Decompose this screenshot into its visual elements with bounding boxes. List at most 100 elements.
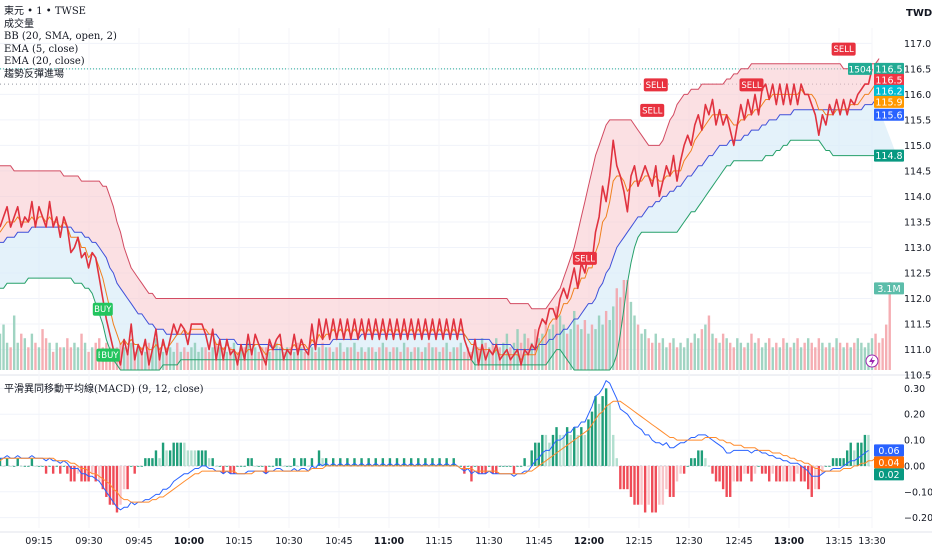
volume-bar xyxy=(73,342,76,370)
macd-histogram-bar xyxy=(675,465,679,482)
volume-bar xyxy=(303,351,307,370)
volume-bar xyxy=(250,351,253,370)
macd-histogram-bar xyxy=(271,465,275,467)
volume-bar xyxy=(647,338,650,370)
macd-histogram-bar xyxy=(275,458,278,466)
macd-y-tick-label: −0.10 xyxy=(904,487,932,498)
volume-bar xyxy=(129,342,133,370)
macd-histogram-bar xyxy=(516,465,519,467)
macd-histogram-bar xyxy=(236,465,239,467)
volume-bar xyxy=(743,347,746,370)
volume-bar xyxy=(190,347,193,370)
volume-bar xyxy=(665,347,668,370)
macd-histogram-bar xyxy=(661,465,665,505)
price-label-bg xyxy=(874,108,904,121)
volume-bar xyxy=(154,338,158,370)
legend-ema20[interactable]: EMA (20, close) xyxy=(4,56,85,67)
macd-histogram-bar xyxy=(509,465,512,467)
macd-histogram-bar xyxy=(573,427,576,466)
price-label-bg xyxy=(874,95,904,108)
sell-signal[interactable]: SELL xyxy=(739,78,764,92)
volume-bar xyxy=(23,338,27,370)
macd-histogram-bar xyxy=(66,465,69,474)
macd-histogram-bar xyxy=(526,465,530,467)
volume-bar xyxy=(207,351,211,370)
buy-signal[interactable]: BUY xyxy=(92,302,113,316)
macd-histogram-bar xyxy=(853,450,856,466)
volume-bar xyxy=(573,310,576,370)
macd-histogram-bar xyxy=(218,465,221,467)
macd-histogram-bar xyxy=(44,465,48,474)
volume-bar xyxy=(541,333,544,370)
macd-histogram-bar xyxy=(144,458,147,466)
macd-histogram-bar xyxy=(296,465,299,467)
volume-bar xyxy=(133,351,136,370)
volume-bar xyxy=(388,351,392,370)
macd-histogram-bar xyxy=(682,465,686,474)
legend-volume[interactable]: 成交量 xyxy=(4,18,34,30)
macd-histogram-bar xyxy=(647,465,650,505)
volume-bar xyxy=(753,342,757,370)
macd-histogram-bar xyxy=(445,458,448,466)
macd-histogram-bar xyxy=(112,465,115,505)
y-tick-label: 112.5 xyxy=(904,269,931,280)
volume-bar xyxy=(821,342,824,370)
buy-signal[interactable]: BUY xyxy=(99,348,120,362)
macd-histogram-bar xyxy=(12,465,16,467)
macd-histogram-bar xyxy=(845,450,849,466)
sell-signal[interactable]: SELL xyxy=(572,251,597,265)
macd-histogram-bar xyxy=(534,442,537,466)
bb-lower-line xyxy=(0,139,897,371)
price-label-text: 114.8 xyxy=(875,151,902,162)
macd-histogram-bar xyxy=(23,465,27,467)
volume-bar xyxy=(480,338,484,370)
volume-bar xyxy=(264,347,268,370)
signal-line xyxy=(0,400,876,503)
macd-histogram-bar xyxy=(615,458,618,466)
volume-bar xyxy=(860,342,863,370)
volume-bar xyxy=(5,342,9,370)
macd-histogram-bar xyxy=(229,465,232,474)
macd-histogram-bar xyxy=(555,427,558,466)
macd-histogram-bar xyxy=(459,465,463,467)
signal-label: SELL xyxy=(642,106,663,116)
currency-label[interactable]: TWD xyxy=(906,8,932,19)
volume-bar xyxy=(80,333,83,370)
volume-bar xyxy=(76,347,80,370)
x-tick-label: 13:00 xyxy=(774,536,805,547)
macd-histogram-bar xyxy=(172,442,175,466)
volume-bar xyxy=(183,347,186,370)
price-axis-label: 116.2 xyxy=(874,84,904,97)
sell-signal[interactable]: SELL xyxy=(640,103,665,117)
volume-bar xyxy=(686,338,689,370)
macd-histogram-bar xyxy=(831,458,835,466)
macd-legend[interactable]: 平滑異同移動平均線(MACD) (9, 12, close) xyxy=(4,384,204,395)
macd-histogram-bar xyxy=(360,458,363,466)
sell-signal[interactable]: SELL xyxy=(831,42,856,56)
macd-histogram-bar xyxy=(619,465,622,490)
volume-bar xyxy=(137,347,140,370)
volume-bar xyxy=(466,347,470,370)
macd-histogram-bar xyxy=(626,465,629,490)
y-tick-label: 116.0 xyxy=(904,90,931,101)
macd-histogram-bar xyxy=(651,465,654,513)
macd-histogram-bar xyxy=(55,465,58,467)
macd-axis-label: 0.04 xyxy=(874,456,904,469)
volume-bar xyxy=(629,301,633,370)
macd-histogram-bar xyxy=(307,465,310,467)
sell-signal[interactable]: SELL xyxy=(643,78,668,92)
macd-histogram-bar xyxy=(257,465,260,467)
legend-ema5[interactable]: EMA (5, close) xyxy=(4,43,79,55)
legend-strategy[interactable]: 趨勢反彈進場 xyxy=(4,68,64,80)
signal-markers[interactable]: BUYBUYBUYSELLSELLSELLSELLSELL xyxy=(92,42,856,362)
symbol-line[interactable]: 東元 • 1 • TWSE xyxy=(4,6,86,17)
volume-bar xyxy=(828,342,831,370)
signal-label: SELL xyxy=(834,45,855,55)
y-tick-label: 114.0 xyxy=(904,192,931,203)
volume-bar xyxy=(353,342,356,370)
y-tick-label: 112.0 xyxy=(904,294,931,305)
volume-bar xyxy=(126,351,129,370)
legend-bollinger[interactable]: BB (20, SMA, open, 2) xyxy=(4,31,117,42)
